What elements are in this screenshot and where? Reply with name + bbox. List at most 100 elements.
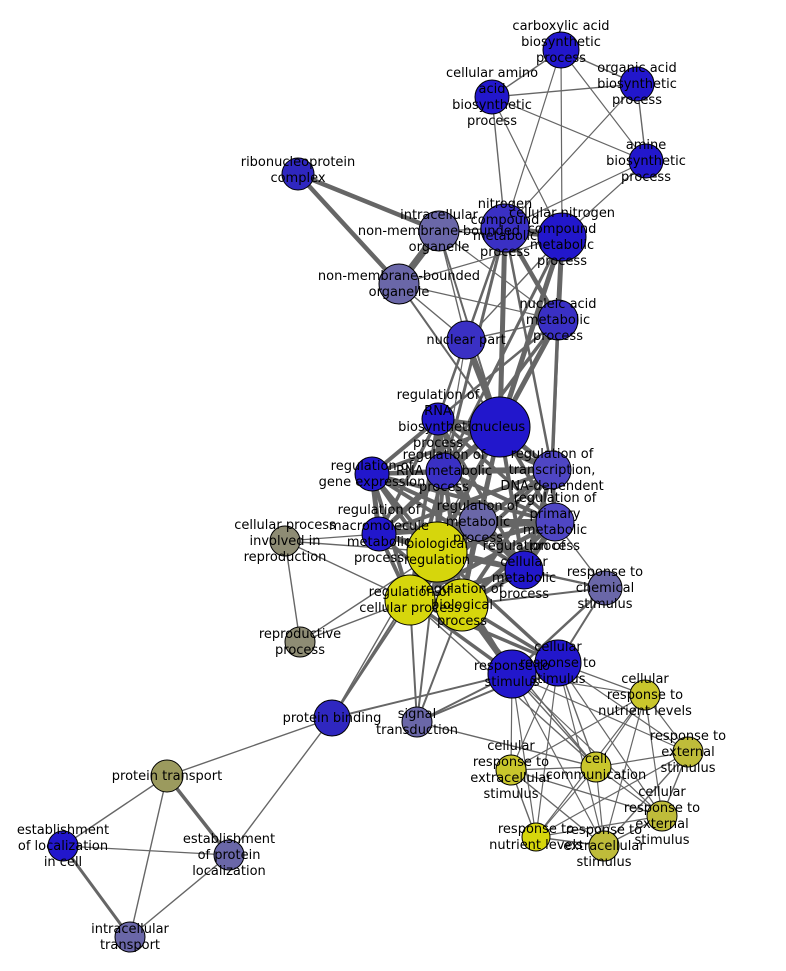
graph-node[interactable] <box>542 31 580 69</box>
graph-edge <box>504 49 562 229</box>
graph-node[interactable] <box>361 516 397 552</box>
graph-node-label: regulation of RNA biosynthetic process <box>397 388 480 451</box>
graph-node-label: carboxylic acid biosynthetic process <box>512 19 609 66</box>
graph-node[interactable] <box>535 502 575 542</box>
graph-node[interactable] <box>458 502 498 542</box>
graph-node-label: establishment of protein localization <box>183 832 275 879</box>
graph-node[interactable] <box>47 830 79 862</box>
graph-edge <box>511 673 605 847</box>
graph-node[interactable] <box>474 79 510 115</box>
graph-node[interactable] <box>588 830 620 862</box>
graph-node-label: response to chemical stimulus <box>567 565 643 612</box>
labels-layer: carboxylic acid biosynthetic processorgani… <box>17 19 726 953</box>
graph-edge <box>443 339 467 472</box>
graph-edge <box>491 96 563 238</box>
graph-node-label: response to nutrient levels <box>489 822 583 853</box>
graph-node[interactable] <box>521 822 551 852</box>
graph-node-label: cellular response to stimulus <box>520 640 596 687</box>
graph-node[interactable] <box>537 299 579 341</box>
graph-node[interactable] <box>619 66 655 102</box>
graph-edge <box>416 721 597 768</box>
graph-node[interactable] <box>672 736 704 768</box>
graph-edge <box>511 673 537 838</box>
graph-node-label: cellular response to nutrient levels <box>598 672 692 719</box>
graph-node[interactable] <box>504 550 544 590</box>
graph-node[interactable] <box>281 157 315 191</box>
graph-node[interactable] <box>629 679 661 711</box>
graph-node-label: nuclear part <box>426 333 505 348</box>
graph-node-label: response to external stimulus <box>650 729 726 776</box>
graph-edge <box>129 775 168 938</box>
graph-node-label: regulation of biological process <box>421 582 504 629</box>
graph-node-label: establishment of localization in cell <box>17 823 109 870</box>
graph-edge <box>295 171 442 234</box>
graph-node[interactable] <box>534 639 582 687</box>
graph-node[interactable] <box>435 578 489 632</box>
graph-node[interactable] <box>537 212 587 262</box>
graph-node-label: reproductive process <box>259 627 341 658</box>
graph-edge <box>295 171 402 287</box>
graph-node[interactable] <box>487 649 537 699</box>
graph-node-label: nucleus <box>475 420 525 435</box>
graph-node-label: response to extracellular stimulus <box>563 823 645 870</box>
graph-edge <box>442 469 557 524</box>
graph-edge <box>557 662 663 817</box>
graph-node[interactable] <box>378 263 420 305</box>
graph-edge <box>511 673 663 817</box>
graph-node-label: nucleic acid metabolic process <box>519 297 596 344</box>
graph-edge <box>491 96 647 162</box>
graph-node[interactable] <box>532 450 572 490</box>
graph-node[interactable] <box>446 320 486 360</box>
graph-node-label: cell communication <box>546 752 647 783</box>
graph-edge <box>595 751 689 768</box>
graph-node[interactable] <box>114 921 146 953</box>
graph-node[interactable] <box>425 452 463 490</box>
graph-edge <box>129 854 230 938</box>
graph-edge <box>165 774 231 857</box>
graph-node[interactable] <box>469 396 531 458</box>
graph-node[interactable] <box>213 839 245 871</box>
graph-node[interactable] <box>150 759 184 793</box>
graph-node-label: organic acid biosynthetic process <box>597 61 677 108</box>
graph-node[interactable] <box>628 143 664 179</box>
graph-node[interactable] <box>384 574 436 626</box>
graph-node[interactable] <box>269 525 301 557</box>
graph-node[interactable] <box>480 203 530 253</box>
nodes-layer[interactable] <box>47 31 704 953</box>
graph-edge <box>284 540 301 643</box>
graph-edge <box>377 417 440 536</box>
graph-node-label: regulation of gene expression <box>319 459 426 490</box>
graph-edge <box>603 694 646 847</box>
graph-edge <box>370 472 557 524</box>
graph-edge <box>560 49 563 238</box>
graph-edge <box>61 844 132 939</box>
graph-node[interactable] <box>406 521 468 583</box>
graph-node-label: regulation of RNA metabolic process <box>396 448 492 495</box>
graph-node[interactable] <box>354 456 390 492</box>
graph-edge <box>560 49 647 162</box>
graph-edge <box>436 318 560 421</box>
graph-edge <box>510 769 663 817</box>
graph-node[interactable] <box>401 706 433 738</box>
graph-node-label: regulation of transcription, DNA-dependent <box>500 447 603 494</box>
graph-node[interactable] <box>284 626 316 658</box>
graph-node[interactable] <box>313 699 351 737</box>
graph-node-label: regulation of cellular process <box>359 585 461 616</box>
graph-node-label: signal transduction <box>376 707 458 738</box>
graph-edge <box>491 83 638 98</box>
graph-node-label: cellular nitrogen compound metabolic proces… <box>509 206 615 269</box>
graph-node[interactable] <box>580 751 612 783</box>
graph-edge <box>62 845 230 856</box>
graph-node-label: intracellular transport <box>91 922 169 953</box>
graph-node[interactable] <box>495 754 527 786</box>
graph-edge <box>557 662 605 847</box>
graph-node[interactable] <box>587 570 623 606</box>
graph-node[interactable] <box>421 402 455 436</box>
graph-edge <box>331 673 513 719</box>
graph-node[interactable] <box>646 800 678 832</box>
graph-edge <box>398 236 563 285</box>
graph-node[interactable] <box>418 210 460 252</box>
graph-edge <box>510 769 605 847</box>
